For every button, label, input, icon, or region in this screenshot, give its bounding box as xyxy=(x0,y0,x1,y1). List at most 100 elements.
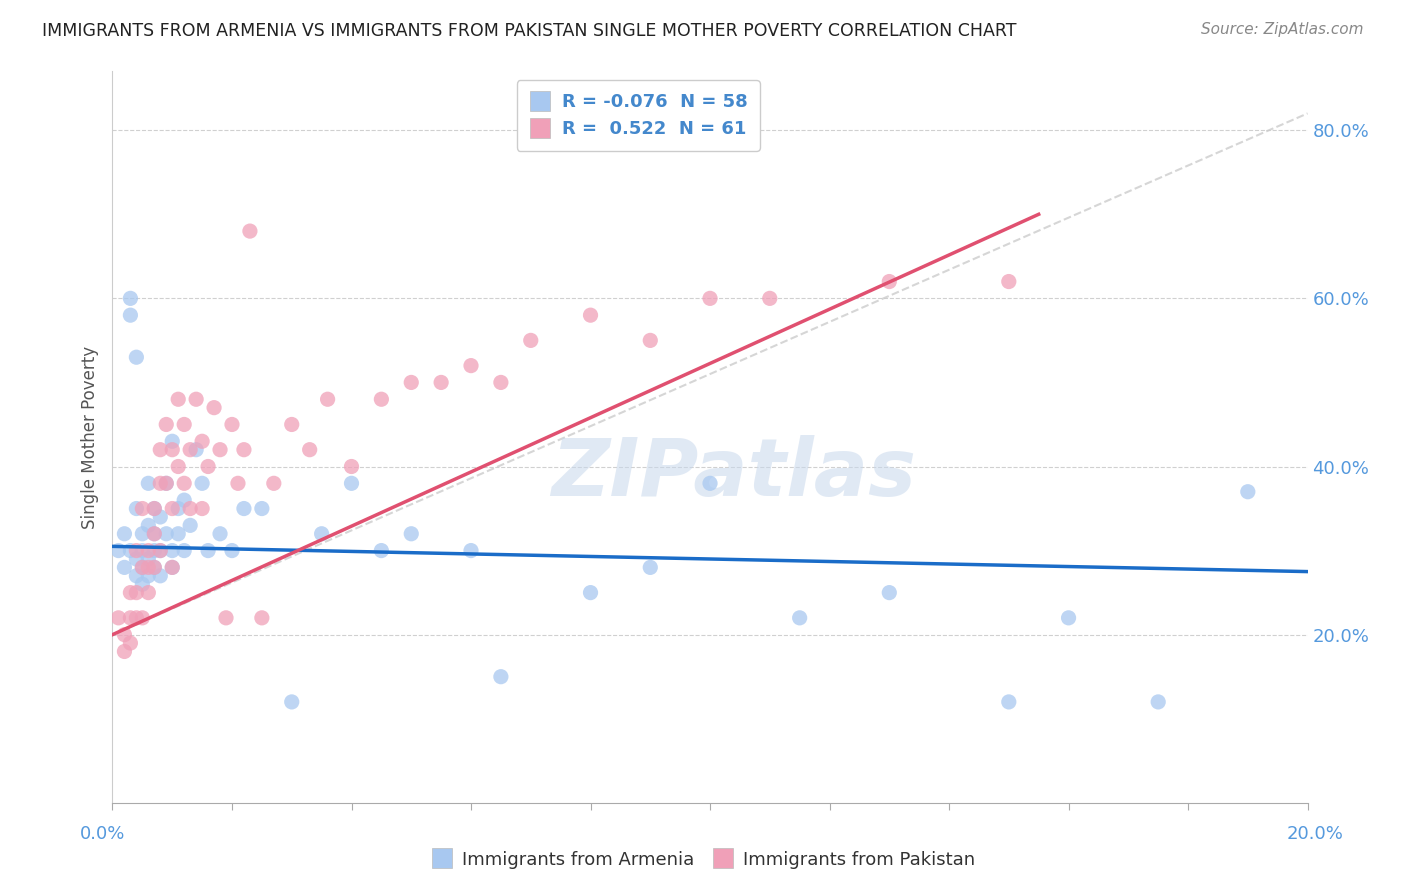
Text: Source: ZipAtlas.com: Source: ZipAtlas.com xyxy=(1201,22,1364,37)
Point xyxy=(316,392,339,407)
Point xyxy=(167,459,190,474)
Point xyxy=(138,585,160,599)
Point xyxy=(120,611,142,625)
Point xyxy=(250,611,273,625)
Point xyxy=(125,501,148,516)
Point xyxy=(173,417,195,432)
Point xyxy=(143,501,166,516)
Point xyxy=(401,526,423,541)
Point xyxy=(149,543,172,558)
Point xyxy=(998,695,1021,709)
Point xyxy=(173,476,195,491)
Point xyxy=(162,560,183,574)
Point xyxy=(149,569,172,583)
Point xyxy=(370,392,392,407)
Point xyxy=(143,560,166,574)
Point xyxy=(191,501,214,516)
Text: IMMIGRANTS FROM ARMENIA VS IMMIGRANTS FROM PAKISTAN SINGLE MOTHER POVERTY CORREL: IMMIGRANTS FROM ARMENIA VS IMMIGRANTS FR… xyxy=(42,22,1017,40)
Point xyxy=(221,417,243,432)
Point xyxy=(149,543,172,558)
Point xyxy=(191,476,214,491)
Point xyxy=(162,543,183,558)
Point xyxy=(233,442,256,457)
Point xyxy=(138,518,160,533)
Point xyxy=(998,275,1021,289)
Point xyxy=(138,543,160,558)
Point xyxy=(202,401,225,415)
Point xyxy=(173,493,195,508)
Point xyxy=(215,611,238,625)
Point xyxy=(114,644,135,658)
Point xyxy=(149,476,172,491)
Point xyxy=(131,611,153,625)
Point xyxy=(1057,611,1080,625)
Point xyxy=(120,291,142,305)
Point xyxy=(149,442,172,457)
Point xyxy=(311,526,333,541)
Point xyxy=(340,459,363,474)
Point xyxy=(1147,695,1170,709)
Point xyxy=(143,526,166,541)
Point xyxy=(114,560,135,574)
Point xyxy=(281,695,304,709)
Point xyxy=(489,670,512,684)
Point xyxy=(250,501,273,516)
Y-axis label: Single Mother Poverty: Single Mother Poverty xyxy=(80,345,98,529)
Point xyxy=(114,627,135,641)
Point xyxy=(173,543,195,558)
Point xyxy=(167,501,190,516)
Point xyxy=(640,334,662,348)
Point xyxy=(120,543,142,558)
Point xyxy=(179,518,201,533)
Point xyxy=(162,560,183,574)
Point xyxy=(879,585,901,599)
Point xyxy=(114,526,135,541)
Point xyxy=(120,585,142,599)
Point xyxy=(579,308,602,322)
Point xyxy=(226,476,249,491)
Point xyxy=(162,501,183,516)
Point xyxy=(281,417,304,432)
Point xyxy=(131,577,153,591)
Point xyxy=(131,560,153,574)
Point xyxy=(120,308,142,322)
Point xyxy=(107,543,129,558)
Point xyxy=(138,476,160,491)
Point xyxy=(143,501,166,516)
Point xyxy=(579,585,602,599)
Point xyxy=(233,501,256,516)
Point xyxy=(699,291,721,305)
Point xyxy=(131,543,153,558)
Point xyxy=(1237,484,1260,499)
Point xyxy=(699,476,721,491)
Point xyxy=(125,543,148,558)
Point xyxy=(149,510,172,524)
Point xyxy=(107,611,129,625)
Point xyxy=(162,434,183,449)
Point xyxy=(131,526,153,541)
Point xyxy=(125,552,148,566)
Legend: Immigrants from Armenia, Immigrants from Pakistan: Immigrants from Armenia, Immigrants from… xyxy=(423,844,983,876)
Point xyxy=(155,526,177,541)
Point xyxy=(138,569,160,583)
Point xyxy=(239,224,262,238)
Point xyxy=(186,392,208,407)
Point xyxy=(143,560,166,574)
Point xyxy=(125,350,148,364)
Point xyxy=(179,501,201,516)
Point xyxy=(209,526,232,541)
Point xyxy=(221,543,243,558)
Text: 20.0%: 20.0% xyxy=(1286,825,1343,843)
Point xyxy=(298,442,321,457)
Point xyxy=(789,611,811,625)
Point xyxy=(209,442,232,457)
Point xyxy=(197,543,219,558)
Point xyxy=(759,291,782,305)
Text: ZIPatlas: ZIPatlas xyxy=(551,434,917,513)
Point xyxy=(138,552,160,566)
Point xyxy=(167,392,190,407)
Point xyxy=(138,560,160,574)
Point xyxy=(460,359,482,373)
Point xyxy=(430,376,453,390)
Point xyxy=(340,476,363,491)
